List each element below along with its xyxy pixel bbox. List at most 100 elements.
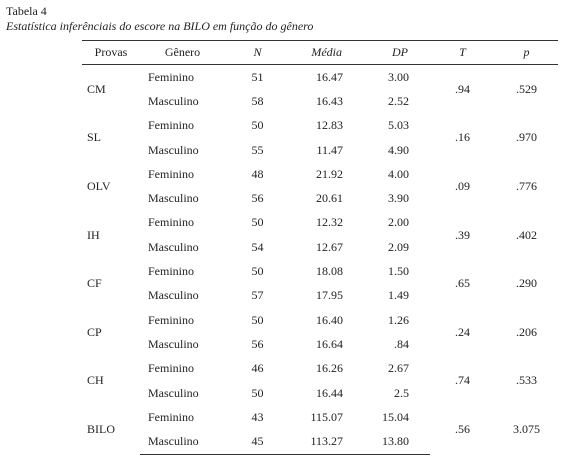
prova-cell: CM — [87, 81, 106, 96]
gender-cell: Feminino — [148, 264, 195, 279]
n-cell: 58 — [251, 93, 264, 108]
dp-cell: 2.67 — [388, 361, 409, 376]
column-header: Provas — [82, 40, 140, 65]
table-subtitle: Estatística inferênciais do escore na BI… — [6, 19, 314, 33]
mean-cell: 113.27 — [290, 429, 350, 455]
gender-cell: Masculino — [148, 93, 199, 108]
n-cell: 48 — [251, 166, 264, 181]
dp-cell: 2.09 — [388, 239, 409, 254]
gender-cell: Feminino — [148, 69, 195, 84]
n-cell: 45 — [225, 429, 290, 455]
mean-cell: 21.92 — [316, 166, 343, 181]
column-header: N — [225, 40, 290, 65]
n-cell: 56 — [251, 191, 264, 206]
gender-cell: Masculino — [148, 385, 199, 400]
n-cell: 50 — [251, 118, 264, 133]
p-cell: .290 — [516, 276, 537, 291]
t-cell: .65 — [455, 276, 470, 291]
gender-cell: Masculino — [148, 191, 199, 206]
table-row: Masculino 50 16.44 2.5 — [82, 381, 558, 405]
gender-cell: Masculino — [148, 142, 199, 157]
n-cell: 50 — [251, 264, 264, 279]
table-title: Tabela 4 — [6, 4, 47, 18]
table-row: Masculino 56 20.61 3.90 — [82, 186, 558, 210]
prova-cell: CH — [87, 373, 104, 388]
n-cell: 57 — [251, 288, 264, 303]
p-cell: .206 — [516, 324, 537, 339]
t-cell: .56 — [455, 422, 470, 437]
table-row: IH Feminino 50 12.32 2.00 .39 .402 — [82, 211, 558, 241]
dp-cell: 2.00 — [388, 215, 409, 230]
table-row: SL Feminino 50 12.83 5.03 .16 .970 — [82, 114, 558, 144]
dp-cell: 4.90 — [388, 142, 409, 157]
column-header: DP — [350, 40, 430, 65]
t-cell: .74 — [455, 373, 470, 388]
prova-cell: CF — [87, 276, 102, 291]
t-cell: .24 — [455, 324, 470, 339]
mean-cell: 12.67 — [316, 239, 343, 254]
p-cell: 3.075 — [513, 422, 540, 437]
t-cell: .09 — [455, 178, 470, 193]
gender-cell: Feminino — [148, 118, 195, 133]
table-row: Masculino 58 16.43 2.52 — [82, 89, 558, 113]
n-cell: 56 — [251, 336, 264, 351]
t-cell: .16 — [455, 130, 470, 145]
table-row: Masculino 55 11.47 4.90 — [82, 138, 558, 162]
n-cell: 43 — [251, 409, 264, 424]
n-cell: 54 — [251, 239, 264, 254]
mean-cell: 16.26 — [316, 361, 343, 376]
mean-cell: 16.44 — [316, 385, 343, 400]
gender-cell: Feminino — [148, 215, 195, 230]
mean-cell: 17.95 — [316, 288, 343, 303]
p-cell: .970 — [516, 130, 537, 145]
mean-cell: 16.43 — [316, 93, 343, 108]
n-cell: 46 — [251, 361, 264, 376]
mean-cell: 12.32 — [316, 215, 343, 230]
mean-cell: 18.08 — [316, 264, 343, 279]
gender-cell: Masculino — [148, 239, 199, 254]
n-cell: 50 — [251, 215, 264, 230]
p-cell: .533 — [516, 373, 537, 388]
prova-cell: SL — [87, 130, 102, 145]
table-row: CF Feminino 50 18.08 1.50 .65 .290 — [82, 259, 558, 290]
dp-cell: 3.90 — [388, 191, 409, 206]
dp-cell: 15.04 — [382, 409, 409, 424]
table-row: Masculino 57 17.95 1.49 — [82, 284, 558, 308]
dp-cell: 1.50 — [388, 264, 409, 279]
dp-cell: .84 — [394, 336, 409, 351]
column-header: p — [495, 40, 558, 65]
p-cell: .529 — [516, 81, 537, 96]
dp-cell: 3.00 — [388, 69, 409, 84]
mean-cell: 16.40 — [316, 312, 343, 327]
mean-cell: 11.47 — [316, 142, 343, 157]
gender-cell: Feminino — [148, 312, 195, 327]
n-cell: 50 — [251, 385, 264, 400]
prova-cell: OLV — [87, 178, 111, 193]
p-cell: .776 — [516, 178, 537, 193]
gender-cell: Feminino — [148, 361, 195, 376]
prova-cell: IH — [87, 227, 100, 242]
t-cell: .39 — [455, 227, 470, 242]
table-row: OLV Feminino 48 21.92 4.00 .09 .776 — [82, 162, 558, 193]
table-row: CP Feminino 50 16.40 1.26 .24 .206 — [82, 308, 558, 339]
mean-cell: 16.47 — [316, 69, 343, 84]
column-header: T — [430, 40, 495, 65]
table-row: Masculino 45 113.27 13.80 — [82, 429, 558, 455]
prova-cell: BILO — [87, 422, 115, 437]
table-body: CM Feminino 51 16.47 3.00 .94 .529 Masculino 58 1… — [82, 65, 558, 455]
p-cell: .402 — [516, 227, 537, 242]
mean-cell: 20.61 — [316, 191, 343, 206]
table-row: Masculino 54 12.67 2.09 — [82, 235, 558, 259]
t-cell: .94 — [455, 81, 470, 96]
dp-cell: 4.00 — [388, 166, 409, 181]
dp-cell: 5.03 — [388, 118, 409, 133]
gender-cell: Masculino — [140, 429, 225, 455]
mean-cell: 115.07 — [310, 409, 343, 424]
table-row: Masculino 56 16.64 .84 — [82, 332, 558, 356]
table-row: BILO Feminino 43 115.07 15.04 .56 3.075 — [82, 405, 558, 436]
dp-cell: 2.52 — [388, 93, 409, 108]
gender-cell: Masculino — [148, 288, 199, 303]
